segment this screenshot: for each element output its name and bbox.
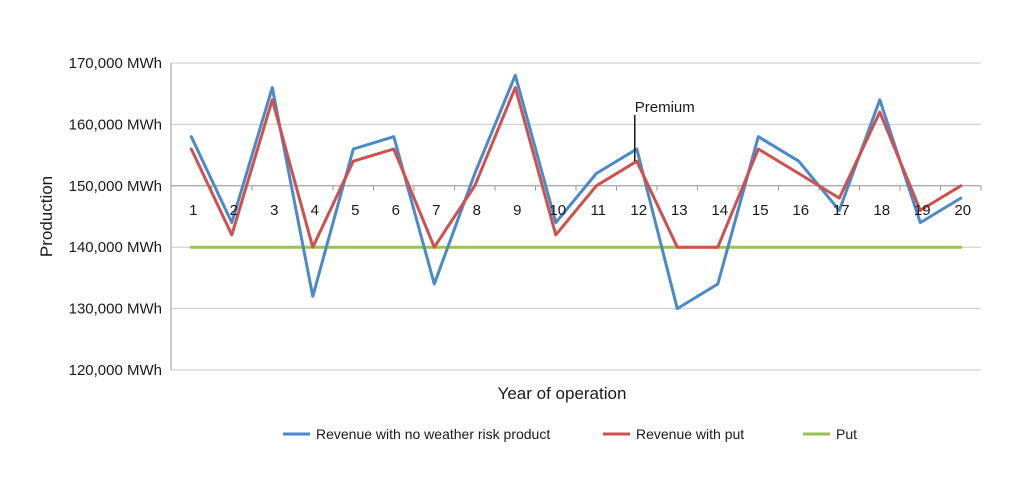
- y-axis-tick-labels: 120,000 MWh 130,000 MWh 140,000 MWh 150,000…: [69, 55, 162, 379]
- x-category-label: 17: [833, 202, 850, 219]
- x-category-label: 10: [549, 202, 566, 219]
- series-lines: [189, 73, 963, 311]
- y-tick-label: 170,000 MWh: [69, 55, 162, 72]
- x-category-label: 13: [671, 202, 688, 219]
- legend-label-2: Revenue with put: [636, 426, 744, 442]
- x-category-label: 8: [473, 202, 481, 219]
- x-category-label: 6: [392, 202, 400, 219]
- x-category-label: 1: [189, 202, 197, 219]
- x-category-label: 11: [590, 202, 606, 219]
- x-category-label: 9: [513, 202, 521, 219]
- y-axis-title: Production: [37, 176, 56, 257]
- legend-label-1: Revenue with no weather risk product: [316, 426, 550, 442]
- annotation-label: Premium: [635, 99, 695, 116]
- x-category-label: 15: [752, 202, 769, 219]
- x-category-label: 18: [873, 202, 890, 219]
- axes: [170, 63, 982, 370]
- x-category-label: 5: [351, 202, 359, 219]
- legend-label-3: Put: [836, 426, 857, 442]
- x-category-label: 7: [432, 202, 440, 219]
- x-category-label: 3: [270, 202, 278, 219]
- series-line-1: [189, 73, 963, 311]
- gridlines: [171, 62, 981, 371]
- legend: Revenue with no weather risk product Reve…: [283, 426, 857, 442]
- x-category-label: 12: [630, 202, 647, 219]
- x-category-label: 20: [954, 202, 971, 219]
- y-tick-label: 150,000 MWh: [69, 178, 162, 195]
- y-tick-label: 160,000 MWh: [69, 116, 162, 133]
- x-axis-title: Year of operation: [498, 384, 627, 403]
- y-tick-label: 140,000 MWh: [69, 239, 162, 256]
- x-category-label: 2: [230, 202, 238, 219]
- annotations: Premium: [634, 99, 695, 162]
- x-category-label: 4: [311, 202, 319, 219]
- y-tick-label: 120,000 MWh: [69, 362, 162, 379]
- series-line-2: [189, 86, 963, 249]
- x-category-label: 16: [792, 202, 809, 219]
- y-tick-label: 130,000 MWh: [69, 301, 162, 318]
- x-category-label: 14: [711, 202, 728, 219]
- x-axis-category-labels: 1 2 3 4 5 6 7 8 9 10 11 12 13 14 15 16 17 18 19 20: [189, 202, 971, 219]
- x-category-label: 19: [914, 202, 931, 219]
